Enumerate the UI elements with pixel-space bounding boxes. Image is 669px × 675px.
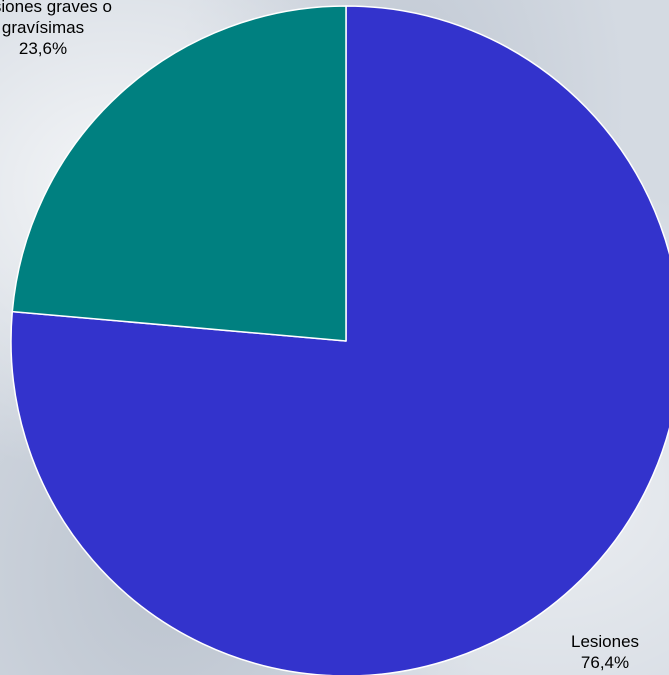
slice-label-lesiones-graves-line-2: gravísimas xyxy=(1,18,85,37)
slice-label-lesiones-graves-line-1: Lesiones graves o xyxy=(0,0,112,16)
pie-slice-lesiones-graves xyxy=(11,5,347,342)
slice-label-lesiones: Lesiones 76,4% xyxy=(571,631,639,673)
slice-label-lesiones-graves-line-3: 23,6% xyxy=(18,39,68,58)
slice-label-lesiones-line-2: 76,4% xyxy=(580,653,630,672)
slice-label-lesiones-line-1: Lesiones xyxy=(571,632,640,651)
slice-label-lesiones-graves: Lesiones graves o gravísimas 23,6% xyxy=(0,0,112,59)
